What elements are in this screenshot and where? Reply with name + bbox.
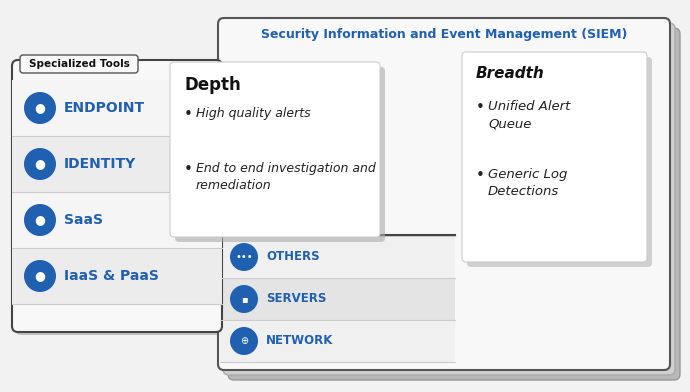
FancyBboxPatch shape xyxy=(218,18,670,370)
Circle shape xyxy=(24,260,56,292)
Bar xyxy=(12,80,222,136)
Text: •: • xyxy=(476,100,485,115)
Text: •: • xyxy=(184,162,193,177)
Text: ▪: ▪ xyxy=(241,294,247,304)
Circle shape xyxy=(230,285,258,313)
Text: SaaS: SaaS xyxy=(64,213,103,227)
Text: ENDPOINT: ENDPOINT xyxy=(64,101,145,115)
Text: Generic Log
Detections: Generic Log Detections xyxy=(488,168,567,198)
FancyBboxPatch shape xyxy=(462,52,647,262)
Text: OTHERS: OTHERS xyxy=(266,250,319,263)
Bar xyxy=(12,192,222,248)
Text: •: • xyxy=(184,107,193,122)
FancyBboxPatch shape xyxy=(170,62,380,237)
Text: •: • xyxy=(476,168,485,183)
Text: NETWORK: NETWORK xyxy=(266,334,333,347)
Text: IaaS & PaaS: IaaS & PaaS xyxy=(64,269,159,283)
Text: ●: ● xyxy=(34,102,46,114)
Bar xyxy=(220,320,455,362)
FancyBboxPatch shape xyxy=(20,55,138,73)
Text: Security Information and Event Management (SIEM): Security Information and Event Managemen… xyxy=(261,28,627,41)
FancyBboxPatch shape xyxy=(15,63,225,335)
Text: ●: ● xyxy=(34,270,46,283)
FancyBboxPatch shape xyxy=(223,23,675,375)
Text: Unified Alert
Queue: Unified Alert Queue xyxy=(488,100,571,130)
Text: Breadth: Breadth xyxy=(476,66,544,81)
Text: High quality alerts: High quality alerts xyxy=(196,107,310,120)
Text: ●: ● xyxy=(34,158,46,171)
FancyBboxPatch shape xyxy=(12,60,222,332)
FancyBboxPatch shape xyxy=(228,28,680,380)
Circle shape xyxy=(24,148,56,180)
FancyBboxPatch shape xyxy=(175,67,385,242)
Circle shape xyxy=(230,243,258,271)
Bar xyxy=(220,278,455,320)
Text: ●: ● xyxy=(34,214,46,227)
Text: End to end investigation and
remediation: End to end investigation and remediation xyxy=(196,162,376,192)
FancyBboxPatch shape xyxy=(218,18,670,370)
Circle shape xyxy=(24,92,56,124)
Text: IDENTITY: IDENTITY xyxy=(64,157,136,171)
Text: Specialized Tools: Specialized Tools xyxy=(28,59,130,69)
Bar xyxy=(12,248,222,304)
Bar xyxy=(12,136,222,192)
Text: •••: ••• xyxy=(235,252,253,262)
Circle shape xyxy=(230,327,258,355)
Text: ⊕: ⊕ xyxy=(240,336,248,346)
Text: SERVERS: SERVERS xyxy=(266,292,326,305)
Circle shape xyxy=(24,204,56,236)
FancyBboxPatch shape xyxy=(467,57,652,267)
Bar xyxy=(220,236,455,278)
Text: Depth: Depth xyxy=(184,76,241,94)
